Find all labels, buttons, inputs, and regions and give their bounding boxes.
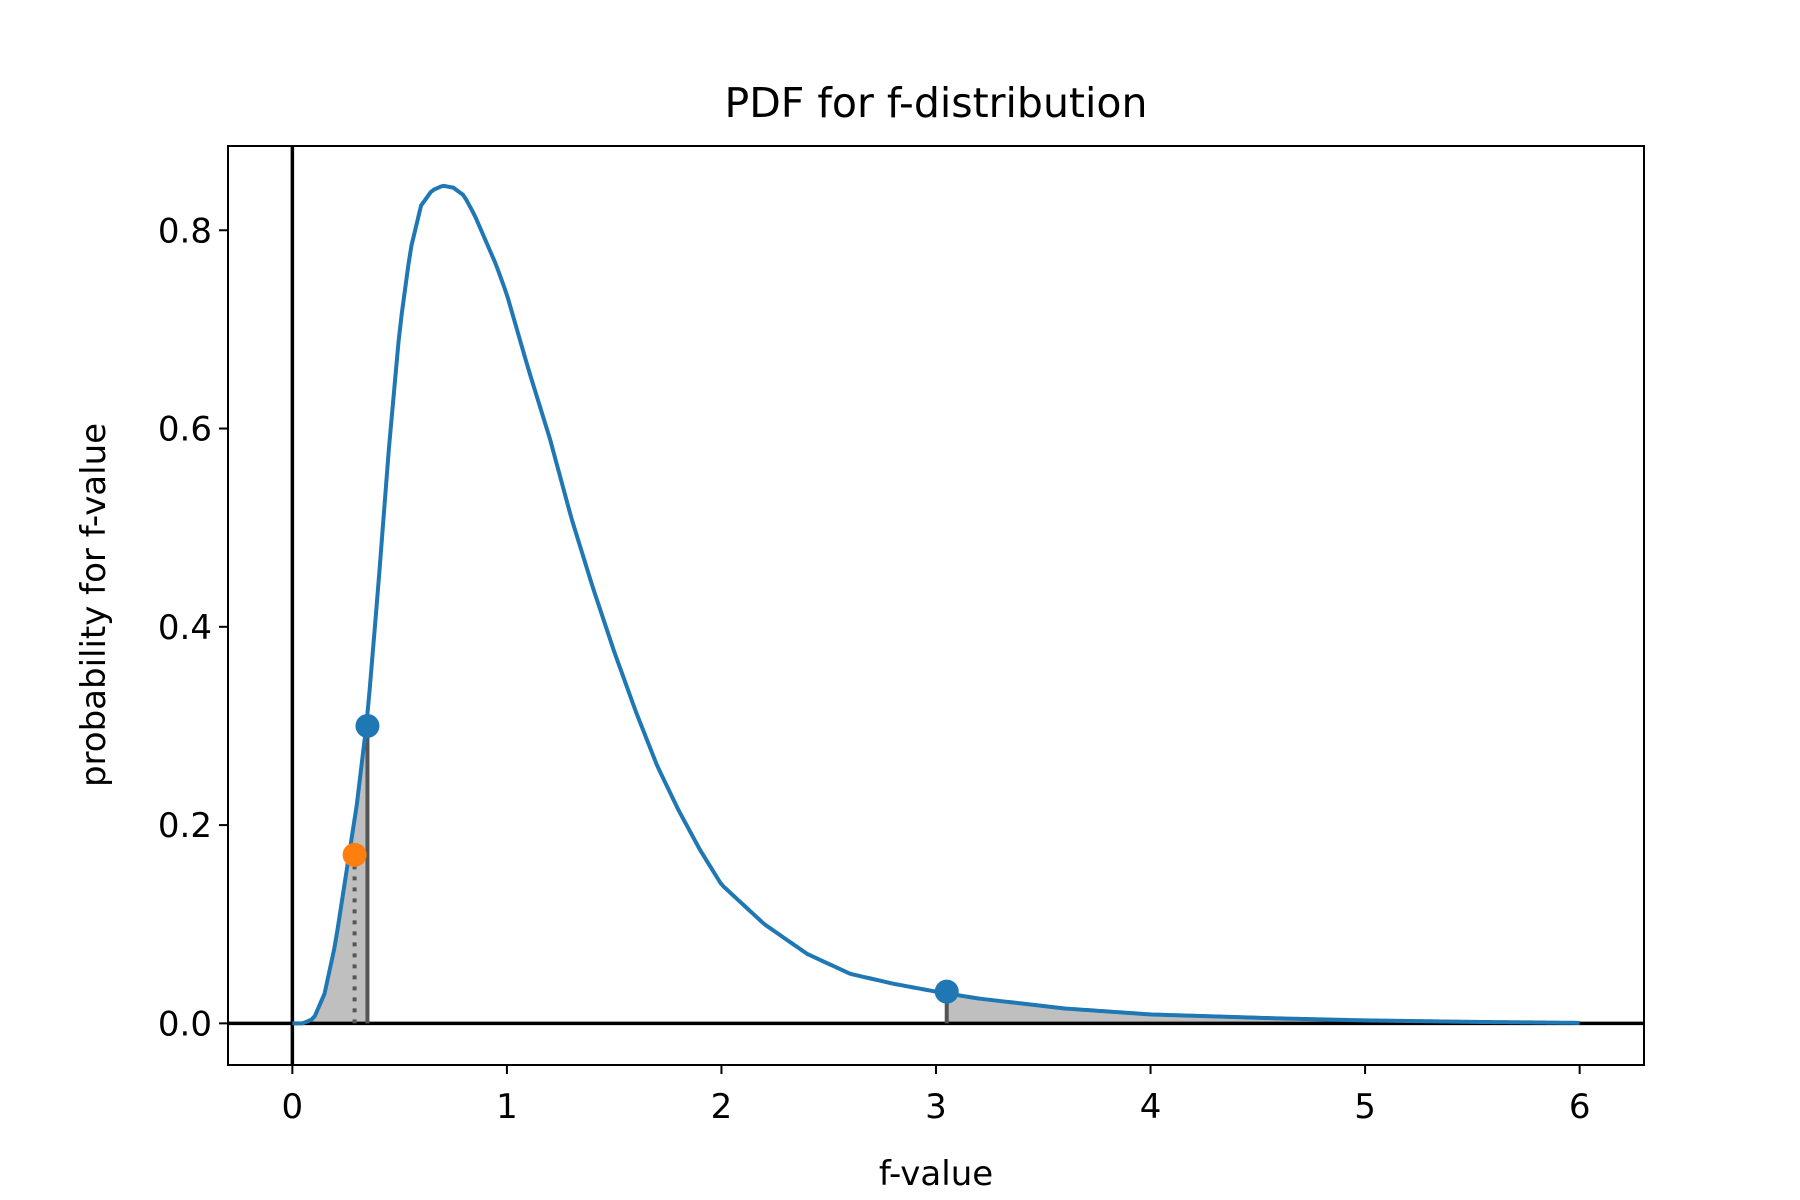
y-tick-label: 0.8	[158, 211, 212, 251]
y-axis-label: probability for f-value	[74, 423, 114, 787]
x-axis: 0 1 2 3 4 5 6	[282, 1065, 1591, 1127]
x-axis-label: f-value	[879, 1154, 993, 1194]
shaded-region-0	[292, 716, 368, 1024]
x-tick-label: 5	[1354, 1087, 1376, 1127]
x-tick-label: 6	[1569, 1087, 1591, 1127]
x-tick-label: 2	[711, 1087, 733, 1127]
critical-point-0	[355, 713, 380, 738]
plot-frame	[227, 145, 1645, 1066]
y-tick-label: 0.0	[158, 1004, 212, 1044]
plot-area	[228, 146, 1644, 1065]
x-tick-label: 0	[282, 1087, 304, 1127]
critical-point-1	[934, 979, 959, 1004]
pdf-curve	[292, 183, 1580, 1026]
y-tick-label: 0.6	[158, 410, 212, 450]
y-tick-label: 0.4	[158, 608, 212, 648]
x-tick-label: 1	[496, 1087, 518, 1127]
shaded-region-1	[946, 993, 1580, 1024]
x-tick-label: 3	[925, 1087, 947, 1127]
chart-title: PDF for f-distribution	[725, 79, 1148, 127]
y-axis: 0.0 0.2 0.4 0.6 0.8	[158, 211, 228, 1044]
x-tick-label: 4	[1140, 1087, 1162, 1127]
observed-point	[342, 842, 367, 867]
y-tick-label: 0.2	[158, 806, 212, 846]
